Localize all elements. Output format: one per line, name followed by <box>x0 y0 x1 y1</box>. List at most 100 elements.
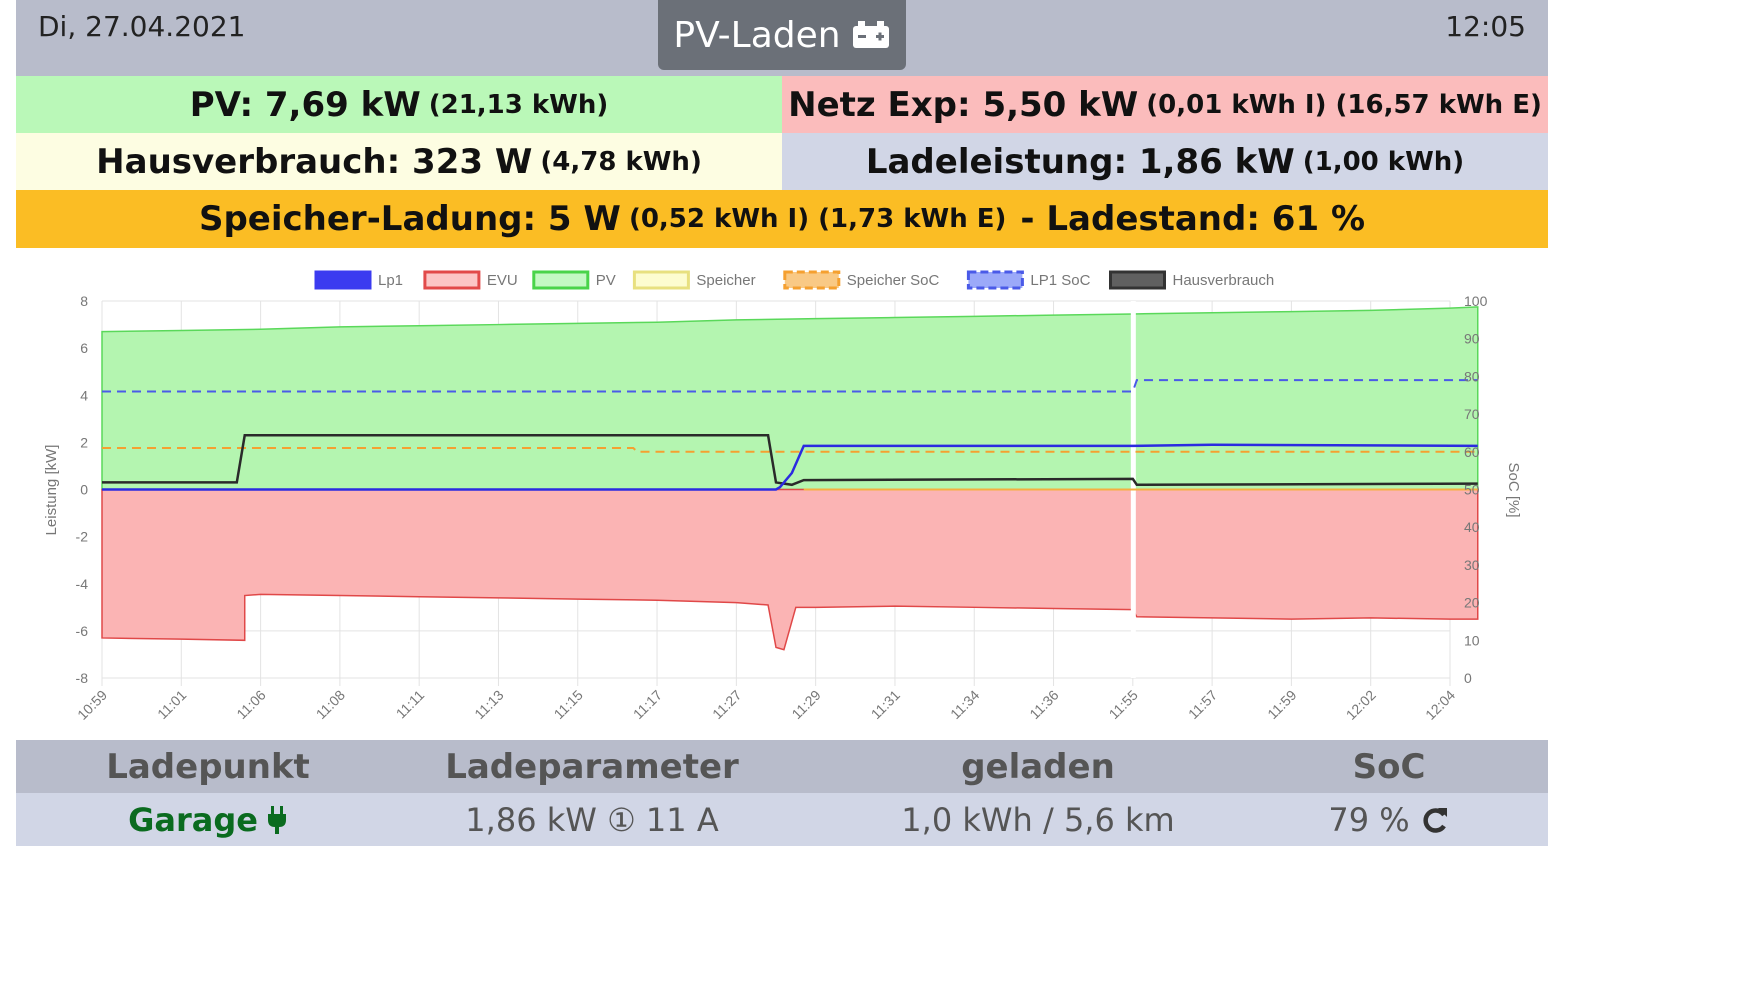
grid-status: Netz Exp: 5,50 kW (0,01 kWh I) (16,57 kW… <box>782 76 1548 133</box>
legend-swatch <box>783 270 841 290</box>
legend-label: Speicher <box>696 272 755 289</box>
legend-label: Speicher SoC <box>847 272 940 289</box>
y2-tick-label: 0 <box>1464 670 1472 686</box>
legend-item: Lp1 <box>314 270 403 290</box>
chargepoint-table-header: Ladepunkt Ladeparameter geladen SoC <box>16 740 1548 793</box>
legend-item: LP1 SoC <box>966 270 1091 290</box>
x-tick-label: 11:08 <box>313 687 349 723</box>
col-soc: SoC <box>1352 746 1426 787</box>
charged-amount: 1,0 kWh / 5,6 km <box>901 800 1175 839</box>
col-ladeparameter: Ladeparameter <box>445 746 739 787</box>
legend-swatch <box>632 270 690 290</box>
x-tick-label: 11:11 <box>393 687 428 722</box>
y2-tick-label: 100 <box>1464 293 1488 309</box>
y-tick-label: -4 <box>76 576 89 592</box>
x-tick-label: 12:04 <box>1422 687 1458 723</box>
legend-swatch <box>966 270 1024 290</box>
pv-area <box>101 306 1479 491</box>
y2-tick-label: 60 <box>1464 444 1480 460</box>
charge-mode-label: PV-Laden <box>673 14 841 56</box>
house-power: Hausverbrauch: 323 W <box>96 141 533 182</box>
legend-item: PV <box>532 270 616 290</box>
date-label: Di, 27.04.2021 <box>38 10 246 43</box>
legend-item: Speicher SoC <box>783 270 940 290</box>
y2-tick-label: 70 <box>1464 406 1480 422</box>
legend-label: Lp1 <box>378 272 403 289</box>
lp1-line <box>102 443 1478 491</box>
y-tick-label: 0 <box>80 482 88 498</box>
lp1-soc-line <box>102 379 1478 393</box>
legend-item: Hausverbrauch <box>1109 270 1275 290</box>
evu-area <box>101 488 1479 651</box>
house-consumption-status: Hausverbrauch: 323 W (4,78 kWh) <box>16 133 782 190</box>
pv-power: PV: 7,69 kW <box>189 84 421 125</box>
y2-tick-label: 50 <box>1464 482 1480 498</box>
x-tick-label: 11:34 <box>947 687 983 723</box>
battery-status: Speicher-Ladung: 5 W (0,52 kWh I) (1,73 … <box>16 190 1548 248</box>
chart-areas <box>101 301 1479 678</box>
plug-icon <box>267 805 286 834</box>
y-tick-label: 8 <box>80 293 88 309</box>
col-geladen: geladen <box>961 746 1115 787</box>
y-axis-ticks: 8 6 4 2 0 -2 -4 -6 -8 <box>76 293 89 686</box>
battery-soc: - Ladestand: 61 % <box>1020 199 1366 239</box>
y-tick-label: -2 <box>76 529 89 545</box>
refresh-icon[interactable] <box>1420 805 1450 835</box>
y-tick-label: 2 <box>80 434 88 450</box>
y2-tick-label: 20 <box>1464 595 1480 611</box>
x-tick-label: 11:27 <box>709 687 745 723</box>
x-tick-label: 11:29 <box>788 687 824 723</box>
charging-power: Ladeleistung: 1,86 kW <box>865 141 1295 182</box>
house-energy: (4,78 kWh) <box>540 146 702 177</box>
x-tick-label: 11:59 <box>1264 687 1300 723</box>
legend-label: LP1 SoC <box>1030 272 1090 289</box>
y2-tick-label: 10 <box>1464 632 1480 648</box>
power-chart: Lp1 EVU PV Speicher Speicher SoC LP1 SoC Hausv… <box>43 270 1522 723</box>
y2-axis-label: SoC [%] <box>1505 462 1522 517</box>
legend-label: PV <box>596 272 616 289</box>
chart-lines <box>102 379 1478 491</box>
legend-swatch <box>314 270 372 290</box>
charge-mode-button[interactable]: PV-Laden <box>658 0 906 70</box>
table-row[interactable]: Garage 1,86 kW ① 11 A 1,0 kWh / 5,6 km 7… <box>16 793 1548 846</box>
pv-status: PV: 7,69 kW (21,13 kWh) <box>16 76 782 133</box>
y2-tick-label: 80 <box>1464 368 1480 384</box>
y-tick-label: -6 <box>76 623 89 639</box>
time-label: 12:05 <box>1445 10 1526 43</box>
charging-power-status: Ladeleistung: 1,86 kW (1,00 kWh) <box>782 133 1548 190</box>
x-tick-label: 10:59 <box>74 687 110 723</box>
chargepoint-name: Garage <box>128 800 258 839</box>
chargepoint-name-cell[interactable]: Garage <box>16 793 400 846</box>
soc-value: 79 % <box>1328 800 1410 839</box>
x-tick-label: 11:55 <box>1106 687 1142 723</box>
legend-swatch <box>532 270 590 290</box>
y2-tick-label: 90 <box>1464 331 1480 347</box>
soc-cell[interactable]: 79 % <box>1230 793 1548 846</box>
legend-label: EVU <box>487 272 518 289</box>
x-tick-label: 11:17 <box>630 687 666 723</box>
x-tick-label: 11:13 <box>471 687 507 723</box>
col-ladepunkt: Ladepunkt <box>106 746 310 787</box>
x-tick-label: 11:06 <box>233 687 269 723</box>
legend-label: Hausverbrauch <box>1173 272 1275 289</box>
grid-power: Netz Exp: 5,50 kW <box>788 84 1139 125</box>
x-tick-label: 11:01 <box>154 687 190 723</box>
y2-tick-label: 30 <box>1464 557 1480 573</box>
header-bar: Di, 27.04.2021 PV-Laden 12:05 <box>16 0 1548 76</box>
x-tick-label: 11:31 <box>868 687 904 723</box>
battery-energy: (0,52 kWh I) (1,73 kWh E) <box>628 204 1007 234</box>
pv-energy: (21,13 kWh) <box>428 89 609 120</box>
legend-swatch <box>1109 270 1166 290</box>
x-tick-label: 11:36 <box>1026 687 1062 723</box>
y-tick-label: -8 <box>76 670 89 686</box>
charge-parameters[interactable]: 1,86 kW ① 11 A <box>465 800 719 839</box>
legend-item: Speicher <box>632 270 756 290</box>
x-tick-label: 11:57 <box>1185 687 1221 723</box>
charging-energy: (1,00 kWh) <box>1302 146 1465 177</box>
y-tick-label: 4 <box>80 387 88 403</box>
y-tick-label: 6 <box>80 340 88 356</box>
x-tick-label: 11:15 <box>551 687 587 723</box>
y-axis-label: Leistung [kW] <box>43 445 60 536</box>
grid-energy: (0,01 kWh I) (16,57 kWh E) <box>1146 89 1542 120</box>
